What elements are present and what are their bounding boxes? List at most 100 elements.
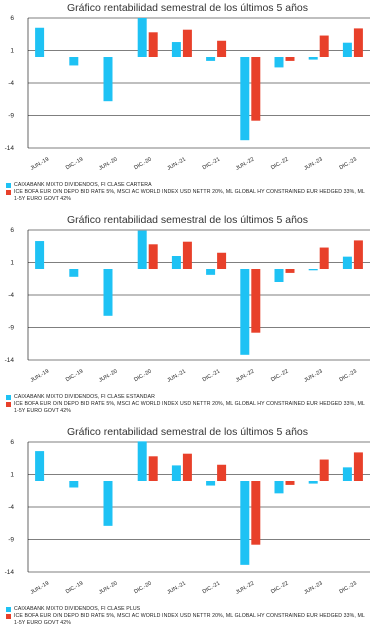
y-tick-label: 6 xyxy=(10,439,14,446)
legend-swatch-blue xyxy=(6,607,11,612)
y-tick-label: -14 xyxy=(5,357,15,364)
chart-panel-estandar: Gráfico rentabilidad semestral de los úl… xyxy=(0,212,375,422)
legend-item-series-2: ICE BOFA EUR O/N DEPO BID RATE 5%, MSCI … xyxy=(6,189,368,203)
x-tick-label: JUN.-22 xyxy=(235,157,255,172)
bar-fund-dic-22 xyxy=(274,481,284,494)
x-tick-label: DIC.-23 xyxy=(338,581,357,596)
y-tick-label: -9 xyxy=(8,537,14,544)
x-tick-label: JUN.-19 xyxy=(30,581,50,596)
bar-fund-dic-20 xyxy=(137,441,147,481)
legend-label: CAIXABANK MIXTO DIVIDENDOS, FI CLASE PLU… xyxy=(14,606,141,612)
bar-benchmark-dic-23 xyxy=(353,452,363,481)
y-tick-label: -14 xyxy=(5,569,15,576)
chart-title: Gráfico rentabilidad semestral de los úl… xyxy=(66,2,309,14)
chart-title: Gráfico rentabilidad semestral de los úl… xyxy=(66,426,309,438)
bar-fund-dic-23 xyxy=(342,256,352,269)
legend-label: ICE BOFA EUR O/N DEPO BID RATE 5%, MSCI … xyxy=(14,613,365,626)
bar-fund-dic-20 xyxy=(137,230,147,269)
bar-fund-jun-21 xyxy=(171,256,181,269)
x-tick-label: JUN.-23 xyxy=(303,581,323,596)
bar-fund-dic-22 xyxy=(274,269,284,282)
x-tick-label: DIC.-21 xyxy=(202,581,221,596)
bar-fund-dic-21 xyxy=(206,481,216,486)
bar-fund-jun-22 xyxy=(240,57,250,141)
legend-label: ICE BOFA EUR O/N DEPO BID RATE 5%, MSCI … xyxy=(14,189,365,202)
legend-item-series-1: CAIXABANK MIXTO DIVIDENDOS, FI CLASE CAR… xyxy=(6,182,368,189)
bar-fund-jun-23 xyxy=(308,269,318,271)
x-tick-label: DIC.-20 xyxy=(133,581,152,596)
x-tick-label: JUN.-21 xyxy=(166,157,186,172)
bar-chart-plus: 6 1 -4 -9 -14 JUN.-19 DIC.-19 JUN.-20 DIC.-20 JUN… xyxy=(5,439,370,596)
x-tick-label: JUN.-20 xyxy=(98,369,118,384)
chart-legend: CAIXABANK MIXTO DIVIDENDOS, FI CLASE PLU… xyxy=(6,606,368,627)
bar-fund-jun-21 xyxy=(171,465,181,481)
chart-title: Gráfico rentabilidad semestral de los úl… xyxy=(66,214,309,226)
bar-fund-dic-21 xyxy=(206,269,216,275)
bar-benchmark-jun-23 xyxy=(319,459,329,481)
chart-legend: CAIXABANK MIXTO DIVIDENDOS, FI CLASE EST… xyxy=(6,394,368,415)
bar-benchmark-dic-21 xyxy=(217,252,227,269)
bar-benchmark-dic-23 xyxy=(353,28,363,57)
bar-benchmark-jun-21 xyxy=(182,453,192,481)
bar-fund-jun-19 xyxy=(35,451,45,481)
bar-benchmark-jun-22 xyxy=(251,57,261,121)
legend-label: CAIXABANK MIXTO DIVIDENDOS, FI CLASE EST… xyxy=(14,394,155,400)
bar-benchmark-jun-23 xyxy=(319,35,329,57)
legend-swatch-red xyxy=(6,614,11,619)
y-tick-label: 6 xyxy=(10,227,14,234)
bar-fund-jun-23 xyxy=(308,481,318,484)
y-tick-label: -14 xyxy=(5,145,15,152)
bar-fund-jun-20 xyxy=(103,481,113,526)
chart-legend: CAIXABANK MIXTO DIVIDENDOS, FI CLASE CAR… xyxy=(6,182,368,203)
legend-swatch-red xyxy=(6,190,11,195)
legend-item-series-2: ICE BOFA EUR O/N DEPO BID RATE 5%, MSCI … xyxy=(6,613,368,627)
bar-benchmark-jun-21 xyxy=(182,241,192,269)
x-tick-label: JUN.-22 xyxy=(235,581,255,596)
bar-fund-dic-19 xyxy=(69,481,79,488)
x-tick-label: JUN.-21 xyxy=(166,581,186,596)
x-tick-label: JUN.-19 xyxy=(30,369,50,384)
bar-benchmark-dic-20 xyxy=(148,244,158,269)
bar-chart-cartera: 6 1 -4 -9 -14 JUN.-19 DIC.-19 JUN.-20 DIC.-20 JUN… xyxy=(5,15,370,172)
legend-item-series-2: ICE BOFA EUR O/N DEPO BID RATE 5%, MSCI … xyxy=(6,401,368,415)
x-tick-label: JUN.-21 xyxy=(166,369,186,384)
legend-swatch-blue xyxy=(6,395,11,400)
bar-benchmark-jun-22 xyxy=(251,269,261,333)
legend-swatch-blue xyxy=(6,183,11,188)
bar-fund-jun-22 xyxy=(240,269,250,355)
bar-benchmark-dic-20 xyxy=(148,456,158,481)
chart-panel-cartera: Gráfico rentabilidad semestral de los úl… xyxy=(0,0,375,210)
x-tick-label: DIC.-22 xyxy=(270,581,289,596)
bar-fund-dic-23 xyxy=(342,467,352,481)
bar-benchmark-dic-23 xyxy=(353,240,363,269)
x-tick-label: DIC.-20 xyxy=(133,369,152,384)
legend-swatch-red xyxy=(6,402,11,407)
bar-benchmark-dic-22 xyxy=(285,57,295,61)
x-tick-label: JUN.-23 xyxy=(303,369,323,384)
legend-label: CAIXABANK MIXTO DIVIDENDOS, FI CLASE CAR… xyxy=(14,182,152,188)
y-tick-label: -4 xyxy=(8,292,14,299)
legend-label: ICE BOFA EUR O/N DEPO BID RATE 5%, MSCI … xyxy=(14,401,365,414)
bar-chart-estandar: 6 1 -4 -9 -14 JUN.-19 DIC.-19 JUN.-20 DIC.-20 JUN… xyxy=(5,227,370,384)
bar-fund-dic-22 xyxy=(274,57,284,68)
bar-benchmark-dic-21 xyxy=(217,40,227,57)
y-tick-label: -9 xyxy=(8,113,14,120)
bar-fund-jun-22 xyxy=(240,481,250,565)
x-tick-label: DIC.-20 xyxy=(133,157,152,172)
x-tick-label: JUN.-20 xyxy=(98,157,118,172)
bar-fund-dic-19 xyxy=(69,269,79,277)
y-tick-label: -9 xyxy=(8,325,14,332)
bar-benchmark-jun-22 xyxy=(251,481,261,545)
bar-fund-jun-23 xyxy=(308,57,318,60)
legend-item-series-1: CAIXABANK MIXTO DIVIDENDOS, FI CLASE EST… xyxy=(6,394,368,401)
bar-fund-dic-19 xyxy=(69,57,79,66)
y-tick-label: -4 xyxy=(8,80,14,87)
bar-benchmark-dic-22 xyxy=(285,269,295,273)
y-tick-label: 1 xyxy=(10,260,14,267)
bar-benchmark-dic-22 xyxy=(285,481,295,485)
y-tick-label: 1 xyxy=(10,48,14,55)
x-tick-label: DIC.-19 xyxy=(65,369,84,384)
x-tick-label: JUN.-22 xyxy=(235,369,255,384)
bar-fund-jun-20 xyxy=(103,269,113,316)
bar-fund-jun-21 xyxy=(171,42,181,57)
